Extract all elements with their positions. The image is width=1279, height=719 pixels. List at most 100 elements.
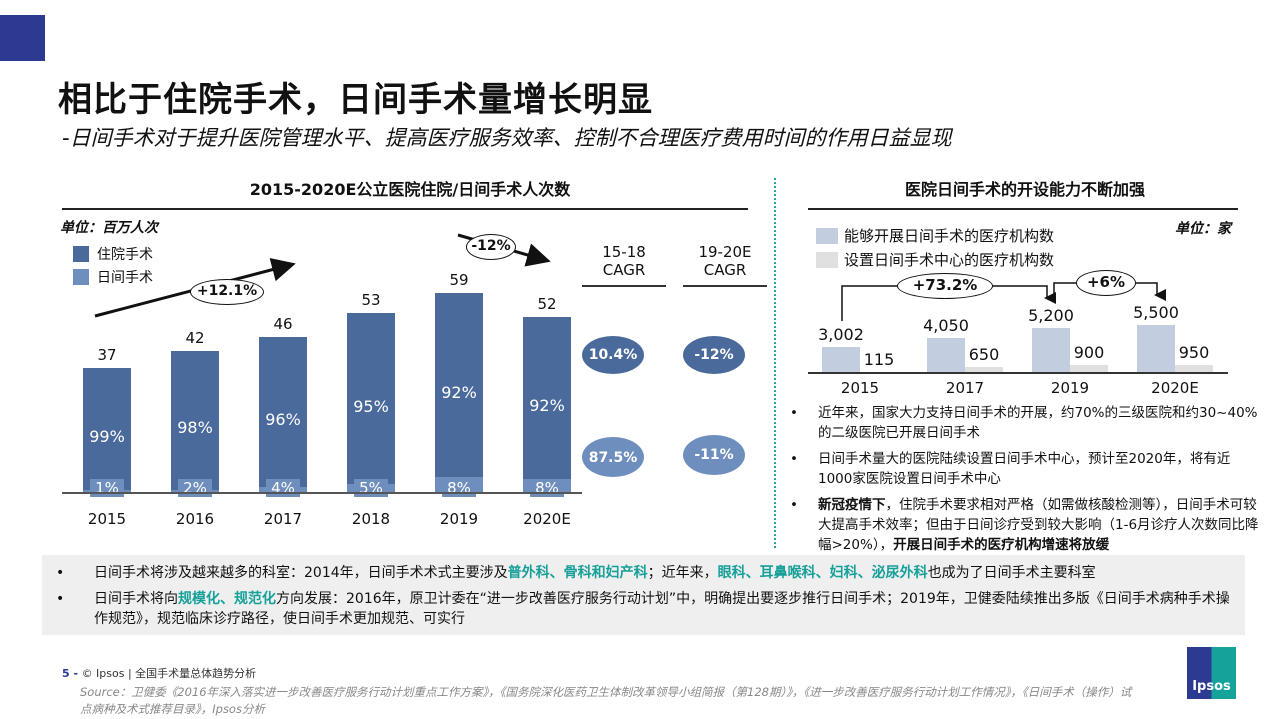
- legend-label: 能够开展日间手术的医疗机构数: [844, 227, 1055, 245]
- legend-label: 住院手术: [97, 247, 153, 263]
- section-divider: [774, 178, 776, 548]
- cagr-inpatient-19-20: -12%: [683, 336, 745, 374]
- bullet-item: 新冠疫情下，住院手术要求相对严格（如需做核酸检测等），日间手术可较大提高手术效率…: [788, 495, 1263, 555]
- inpatient-bar: [171, 350, 219, 490]
- center-bar: [1070, 365, 1108, 373]
- right-bar-chart: 3,002 115 2015 4,050 650 2017 5,200 900 2019 5,50…: [818, 303, 1213, 397]
- x-tick-label: 2015: [840, 379, 880, 397]
- bullet-text: 也成为了日间手术主要科室: [927, 565, 1096, 581]
- cagr-day-15-18: 87.5%: [582, 437, 644, 477]
- x-tick-label: 2017: [263, 510, 303, 528]
- cagr-day-19-20: -11%: [683, 435, 745, 475]
- inpatient-share-label: 92%: [441, 383, 477, 402]
- capable-bar: [1032, 327, 1070, 373]
- bar-total-label: 46: [273, 315, 293, 334]
- page-number: 5 -: [62, 667, 79, 680]
- legend-inpatient: 住院手术: [73, 244, 153, 264]
- footer-text: © Ipsos | 全国手术量总体趋势分析: [81, 667, 257, 680]
- summary-panel: 日间手术将涉及越来越多的科室：2014年，日间手术术式主要涉及普外科、骨科和妇产…: [42, 555, 1245, 635]
- inpatient-bar: [347, 313, 395, 484]
- left-baseline: [62, 492, 582, 494]
- right-unit: 单位：家: [1175, 221, 1231, 237]
- bullet-text: 规模化、规范化: [178, 591, 276, 607]
- right-title-rule: [808, 208, 1238, 210]
- bullet-item: 日间手术量大的医院陆续设置日间手术中心，预计至2020年，将有近1000家医院设…: [788, 449, 1263, 489]
- left-title-rule: [62, 208, 748, 210]
- bullet-text: 普外科、骨科和妇产科: [507, 565, 648, 581]
- inpatient-bar: [259, 337, 307, 487]
- right-bullet-list: 近年来，国家大力支持日间手术的开展，约70%的三级医院和约30~40%的二级医院…: [788, 403, 1263, 561]
- right-baseline: [808, 372, 1228, 374]
- bar-total-label: 37: [97, 345, 117, 364]
- legend-swatch: [816, 227, 838, 244]
- bar-total-label: 59: [449, 271, 469, 289]
- inpatient-bar: [435, 293, 483, 477]
- footer: 5 - © Ipsos | 全国手术量总体趋势分析: [62, 665, 256, 681]
- bullet-text: ；近年来，: [647, 565, 718, 581]
- legend-day: 日间手术: [73, 267, 153, 287]
- center-value-label: 950: [1178, 342, 1210, 362]
- bullet-item: 日间手术将涉及越来越多的科室：2014年，日间手术术式主要涉及普外科、骨科和妇产…: [54, 563, 1233, 583]
- right-chart-title: 医院日间手术的开设能力不断加强: [904, 180, 1145, 199]
- center-bar: [965, 367, 1003, 373]
- capable-value-label: 4,050: [923, 315, 969, 335]
- x-tick-label: 2018: [351, 510, 391, 528]
- growth-down-label: -12%: [466, 234, 516, 260]
- cagr-header-text: CAGR: [703, 261, 747, 279]
- x-tick-label: 2015: [87, 510, 127, 528]
- bullet-item: 近年来，国家大力支持日间手术的开展，约70%的三级医院和约30~40%的二级医院…: [788, 403, 1263, 443]
- inpatient-share-label: 95%: [353, 396, 389, 416]
- inpatient-share-label: 92%: [529, 395, 565, 415]
- center-bar: [1175, 364, 1213, 373]
- growth-up-label: +12.1%: [190, 279, 264, 305]
- capable-value-label: 5,500: [1133, 303, 1179, 322]
- center-value-label: 650: [968, 345, 1000, 365]
- inpatient-bar: [523, 316, 571, 479]
- bullet-text: 开展日间手术的医疗机构增速将放缓: [893, 537, 1110, 553]
- bullet-text: 近年来，国家大力支持日间手术的开展，约70%的三级医院和约30~40%的二级医院…: [818, 405, 1258, 441]
- source-note: Source：卫健委《2016年深入落实进一步改善医疗服务行动计划重点工作方案》…: [80, 685, 1132, 716]
- left-unit: 单位：百万人次: [60, 220, 158, 236]
- page-subtitle: -日间手术对于提升医院管理水平、提高医疗服务效率、控制不合理医疗费用时间的作用日…: [62, 126, 952, 150]
- bullet-text: 日间手术量大的医院陆续设置日间手术中心，预计至2020年，将有近1000家医院设…: [818, 451, 1231, 487]
- inpatient-share-label: 98%: [177, 418, 213, 438]
- bullet-text: 日间手术将涉及越来越多的科室：2014年，日间手术术式主要涉及: [94, 565, 508, 581]
- growth-label-6: +6%: [1076, 270, 1136, 296]
- bullet-text: ，住院手术要求相对严格（如需做核酸检测等），日间手术可较大提高手术效率；但由于日…: [818, 497, 1259, 553]
- inpatient-share-label: 99%: [89, 426, 125, 446]
- bullet-text: 新冠疫情下: [818, 497, 886, 513]
- bullet-item: 日间手术将向规模化、规范化方向发展：2016年，原卫计委在“进一步改善医疗服务行…: [54, 589, 1233, 629]
- bar-total-label: 53: [361, 291, 381, 310]
- summary-bullet-list: 日间手术将涉及越来越多的科室：2014年，日间手术术式主要涉及普外科、骨科和妇产…: [54, 563, 1233, 629]
- cagr-inpatient-15-18: 10.4%: [582, 336, 644, 374]
- capable-value-label: 5,200: [1028, 305, 1074, 325]
- capable-bar: [822, 346, 860, 373]
- cagr-header-text: 15-18: [602, 243, 646, 261]
- cagr-header-text: CAGR: [602, 261, 646, 279]
- cagr-header-2: 19-20E CAGR: [683, 243, 767, 287]
- x-tick-label: 2020E: [1151, 379, 1199, 397]
- cagr-header-1: 15-18 CAGR: [582, 243, 666, 287]
- x-tick-label: 2016: [175, 510, 215, 528]
- x-tick-label: 2020E: [523, 510, 571, 528]
- capable-bar: [1137, 325, 1175, 373]
- bullet-text: 方向发展：2016年，原卫计委在“进一步改善医疗服务行动计划”中，明确提出要逐步…: [94, 591, 1230, 627]
- growth-connectors: [841, 282, 1166, 321]
- cagr-header-text: 19-20E: [698, 243, 752, 261]
- inpatient-share-label: 96%: [265, 409, 301, 429]
- legend-swatch: [816, 251, 838, 268]
- legend-swatch: [73, 269, 89, 285]
- bullet-text: 眼科、耳鼻喉科、妇科、泌尿外科: [717, 565, 928, 581]
- inpatient-bar: [83, 367, 131, 490]
- x-tick-label: 2019: [439, 510, 479, 528]
- page-title: 相比于住院手术，日间手术量增长明显: [58, 80, 653, 120]
- capable-value-label: 3,002: [818, 324, 864, 344]
- brand-corner: [0, 15, 45, 61]
- growth-label-73: +73.2%: [897, 273, 993, 299]
- bar-total-label: 42: [185, 328, 205, 347]
- legend-capable: 能够开展日间手术的医疗机构数: [816, 225, 1054, 246]
- legend-label: 日间手术: [97, 270, 153, 286]
- left-chart-title: 2015-2020E公立医院住院/日间手术人次数: [249, 180, 571, 199]
- bar-total-label: 52: [537, 294, 557, 313]
- center-value-label: 115: [863, 349, 895, 369]
